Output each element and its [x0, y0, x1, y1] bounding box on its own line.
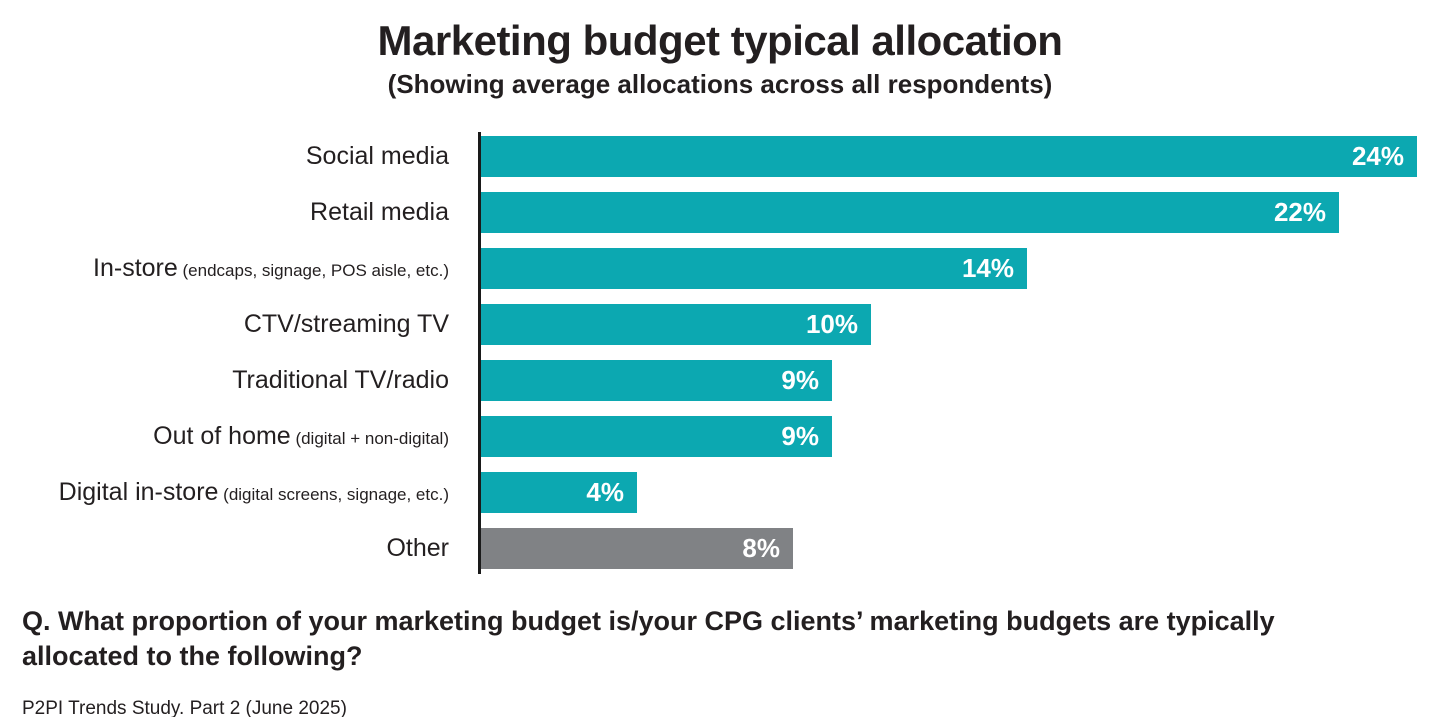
bar-track: 8% — [481, 527, 1440, 569]
category-label-main: Traditional TV/radio — [232, 365, 449, 394]
category-label-main: In-store — [93, 253, 178, 282]
category-label: Out of home (digital + non-digital) — [0, 422, 481, 451]
bar-value-label: 8% — [742, 532, 780, 563]
bar-track: 14% — [481, 247, 1440, 289]
category-label: Social media — [0, 142, 481, 171]
survey-question: Q. What proportion of your marketing bud… — [0, 604, 1440, 674]
bar: 8% — [481, 527, 793, 569]
bar: 10% — [481, 303, 871, 345]
bar-value-label: 4% — [586, 476, 624, 507]
category-label-main: Other — [386, 533, 449, 562]
category-label-main: Out of home — [153, 421, 291, 450]
category-label: Retail media — [0, 198, 481, 227]
category-label-sub: (digital + non-digital) — [290, 428, 449, 448]
bar: 22% — [481, 191, 1339, 233]
bar-value-label: 10% — [805, 308, 858, 339]
category-label: Digital in-store (digital screens, signa… — [0, 478, 481, 507]
chart-row: Retail media 22% — [0, 184, 1440, 240]
chart-header: Marketing budget typical allocation (Sho… — [0, 0, 1440, 100]
bar: 9% — [481, 359, 832, 401]
chart-row: CTV/streaming TV 10% — [0, 296, 1440, 352]
category-label: Traditional TV/radio — [0, 366, 481, 395]
category-label: In-store (endcaps, signage, POS aisle, e… — [0, 254, 481, 283]
chart-title: Marketing budget typical allocation — [377, 17, 1063, 64]
bar-track: 4% — [481, 471, 1440, 513]
chart-row: Social media 24% — [0, 128, 1440, 184]
bar-value-label: 24% — [1351, 140, 1404, 171]
category-label-main: Digital in-store — [58, 477, 219, 506]
bar: 9% — [481, 415, 832, 457]
category-label-main: Retail media — [310, 197, 449, 226]
chart-subtitle: (Showing average allocations across all … — [387, 69, 1053, 99]
bar-value-label: 14% — [961, 252, 1014, 283]
chart-row: Other 8% — [0, 520, 1440, 576]
bar-track: 24% — [481, 135, 1440, 177]
chart-row: Out of home (digital + non-digital) 9% — [0, 408, 1440, 464]
source-note: P2PI Trends Study. Part 2 (June 2025) — [22, 698, 347, 717]
survey-question-line1: Q. What proportion of your marketing bud… — [22, 606, 1275, 636]
bar-track: 9% — [481, 415, 1440, 457]
category-label: CTV/streaming TV — [0, 310, 481, 339]
bar: 24% — [481, 135, 1417, 177]
chart-row: Traditional TV/radio 9% — [0, 352, 1440, 408]
bar-track: 22% — [481, 191, 1440, 233]
horizontal-bar-chart: Social media 24% Retail media 22% In-store (… — [0, 128, 1440, 576]
category-label-sub: (digital screens, signage, etc.) — [218, 484, 449, 504]
chart-rows: Social media 24% Retail media 22% In-store (… — [0, 128, 1440, 576]
bar-value-label: 9% — [781, 420, 819, 451]
chart-row: Digital in-store (digital screens, signa… — [0, 464, 1440, 520]
bar-value-label: 22% — [1273, 196, 1326, 227]
chart-row: In-store (endcaps, signage, POS aisle, e… — [0, 240, 1440, 296]
bar: 4% — [481, 471, 637, 513]
y-axis-line — [478, 132, 481, 574]
category-label-main: Social media — [305, 141, 449, 170]
bar-track: 10% — [481, 303, 1440, 345]
category-label: Other — [0, 534, 481, 563]
bar-value-label: 9% — [781, 364, 819, 395]
bar: 14% — [481, 247, 1027, 289]
category-label-sub: (endcaps, signage, POS aisle, etc.) — [177, 260, 449, 280]
survey-question-line2: allocated to the following? — [22, 641, 363, 671]
category-label-main: CTV/streaming TV — [243, 309, 449, 338]
bar-track: 9% — [481, 359, 1440, 401]
